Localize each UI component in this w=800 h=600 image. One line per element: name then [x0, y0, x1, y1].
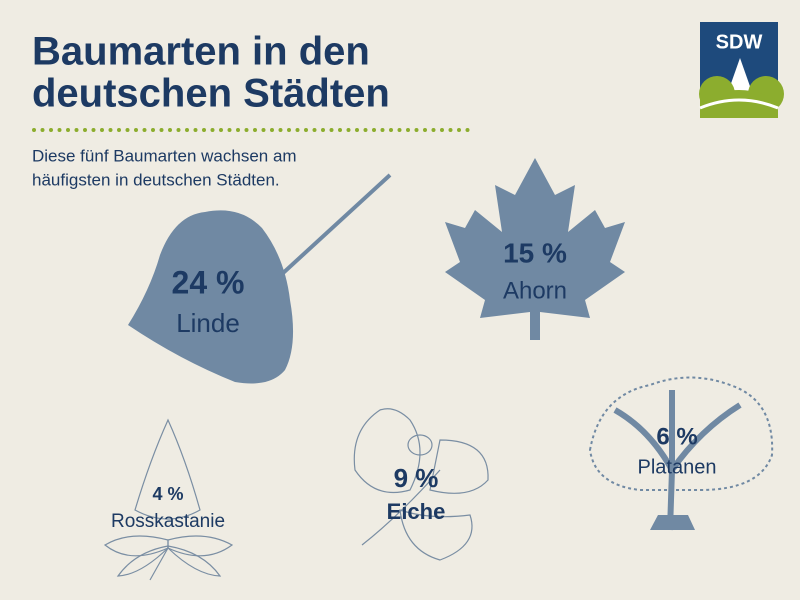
tree-name: Linde: [176, 308, 240, 338]
tree-name: Platanen: [638, 456, 717, 478]
subtitle-line: häufigsten in deutschen Städten.: [32, 170, 280, 189]
tree-name: Eiche: [387, 499, 446, 524]
percent-label: 4 %: [152, 484, 183, 504]
maple-leaf: [445, 158, 625, 340]
percent-label: 15 %: [503, 237, 567, 268]
oak-drawing: [353, 408, 489, 561]
tree-name: Ahorn: [503, 277, 567, 304]
logo-text: SDW: [716, 31, 763, 53]
title-line: deutschen Städten: [32, 72, 390, 116]
title-line: Baumarten in den: [32, 30, 370, 74]
chestnut-drawing: [103, 418, 234, 581]
linden-leaf: [128, 173, 392, 384]
logo: SDW: [699, 22, 784, 118]
plane-tree-drawing: [588, 376, 774, 531]
percent-label: 6 %: [656, 423, 697, 450]
percent-label: 24 %: [172, 264, 245, 300]
percent-label: 9 %: [394, 463, 439, 493]
subtitle-line: Diese fünf Baumarten wachsen am: [32, 146, 297, 165]
tree-name: Rosskastanie: [111, 511, 225, 532]
